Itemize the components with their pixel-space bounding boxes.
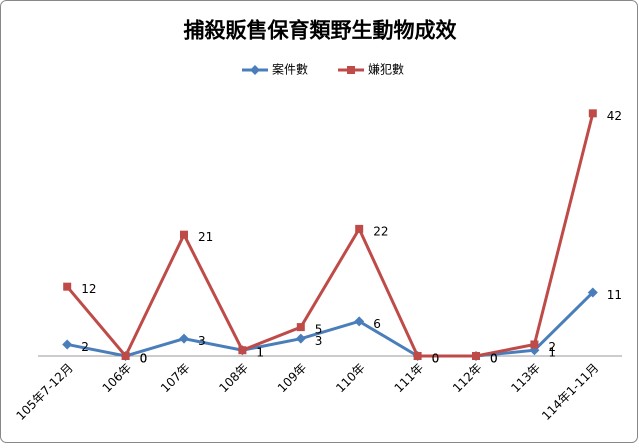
data-label: 2 xyxy=(548,340,556,354)
marker xyxy=(250,65,260,75)
marker xyxy=(587,287,598,298)
data-label: 6 xyxy=(373,317,381,331)
data-label: 3 xyxy=(315,334,323,348)
chart-title: 捕殺販售保育類野生動物成效 xyxy=(184,18,457,43)
marker xyxy=(355,224,364,233)
marker xyxy=(121,352,130,360)
marker xyxy=(179,333,189,344)
marker xyxy=(472,352,480,360)
data-label: 2 xyxy=(81,340,89,354)
marker xyxy=(413,352,422,360)
data-label: 12 xyxy=(81,282,96,296)
series-line xyxy=(66,291,594,358)
data-label: 1 xyxy=(548,346,556,360)
marker xyxy=(238,346,247,355)
marker xyxy=(62,339,73,350)
data-label: 0 xyxy=(140,352,148,366)
data-label: 21 xyxy=(198,230,213,244)
legend-label: 案件數 xyxy=(272,62,308,77)
marker xyxy=(180,230,188,239)
marker xyxy=(588,109,597,118)
data-label: 0 xyxy=(490,352,498,366)
marker xyxy=(530,340,539,349)
marker xyxy=(354,316,365,327)
data-label: 0 xyxy=(140,352,148,366)
marker xyxy=(63,282,72,291)
marker xyxy=(347,66,355,74)
data-label: 0 xyxy=(490,352,498,366)
marker xyxy=(296,323,305,332)
data-label: 5 xyxy=(315,323,323,337)
data-label: 3 xyxy=(198,334,206,348)
data-label: 42 xyxy=(607,109,622,123)
data-label: 22 xyxy=(373,224,388,238)
data-label: 0 xyxy=(432,352,440,366)
marker xyxy=(295,333,306,344)
data-label: 1 xyxy=(256,346,264,360)
series-line xyxy=(66,112,595,359)
legend-label: 嫌犯數 xyxy=(368,63,404,77)
data-label: 1 xyxy=(256,346,264,360)
data-label: 11 xyxy=(607,288,622,302)
data-label: 0 xyxy=(432,352,440,366)
